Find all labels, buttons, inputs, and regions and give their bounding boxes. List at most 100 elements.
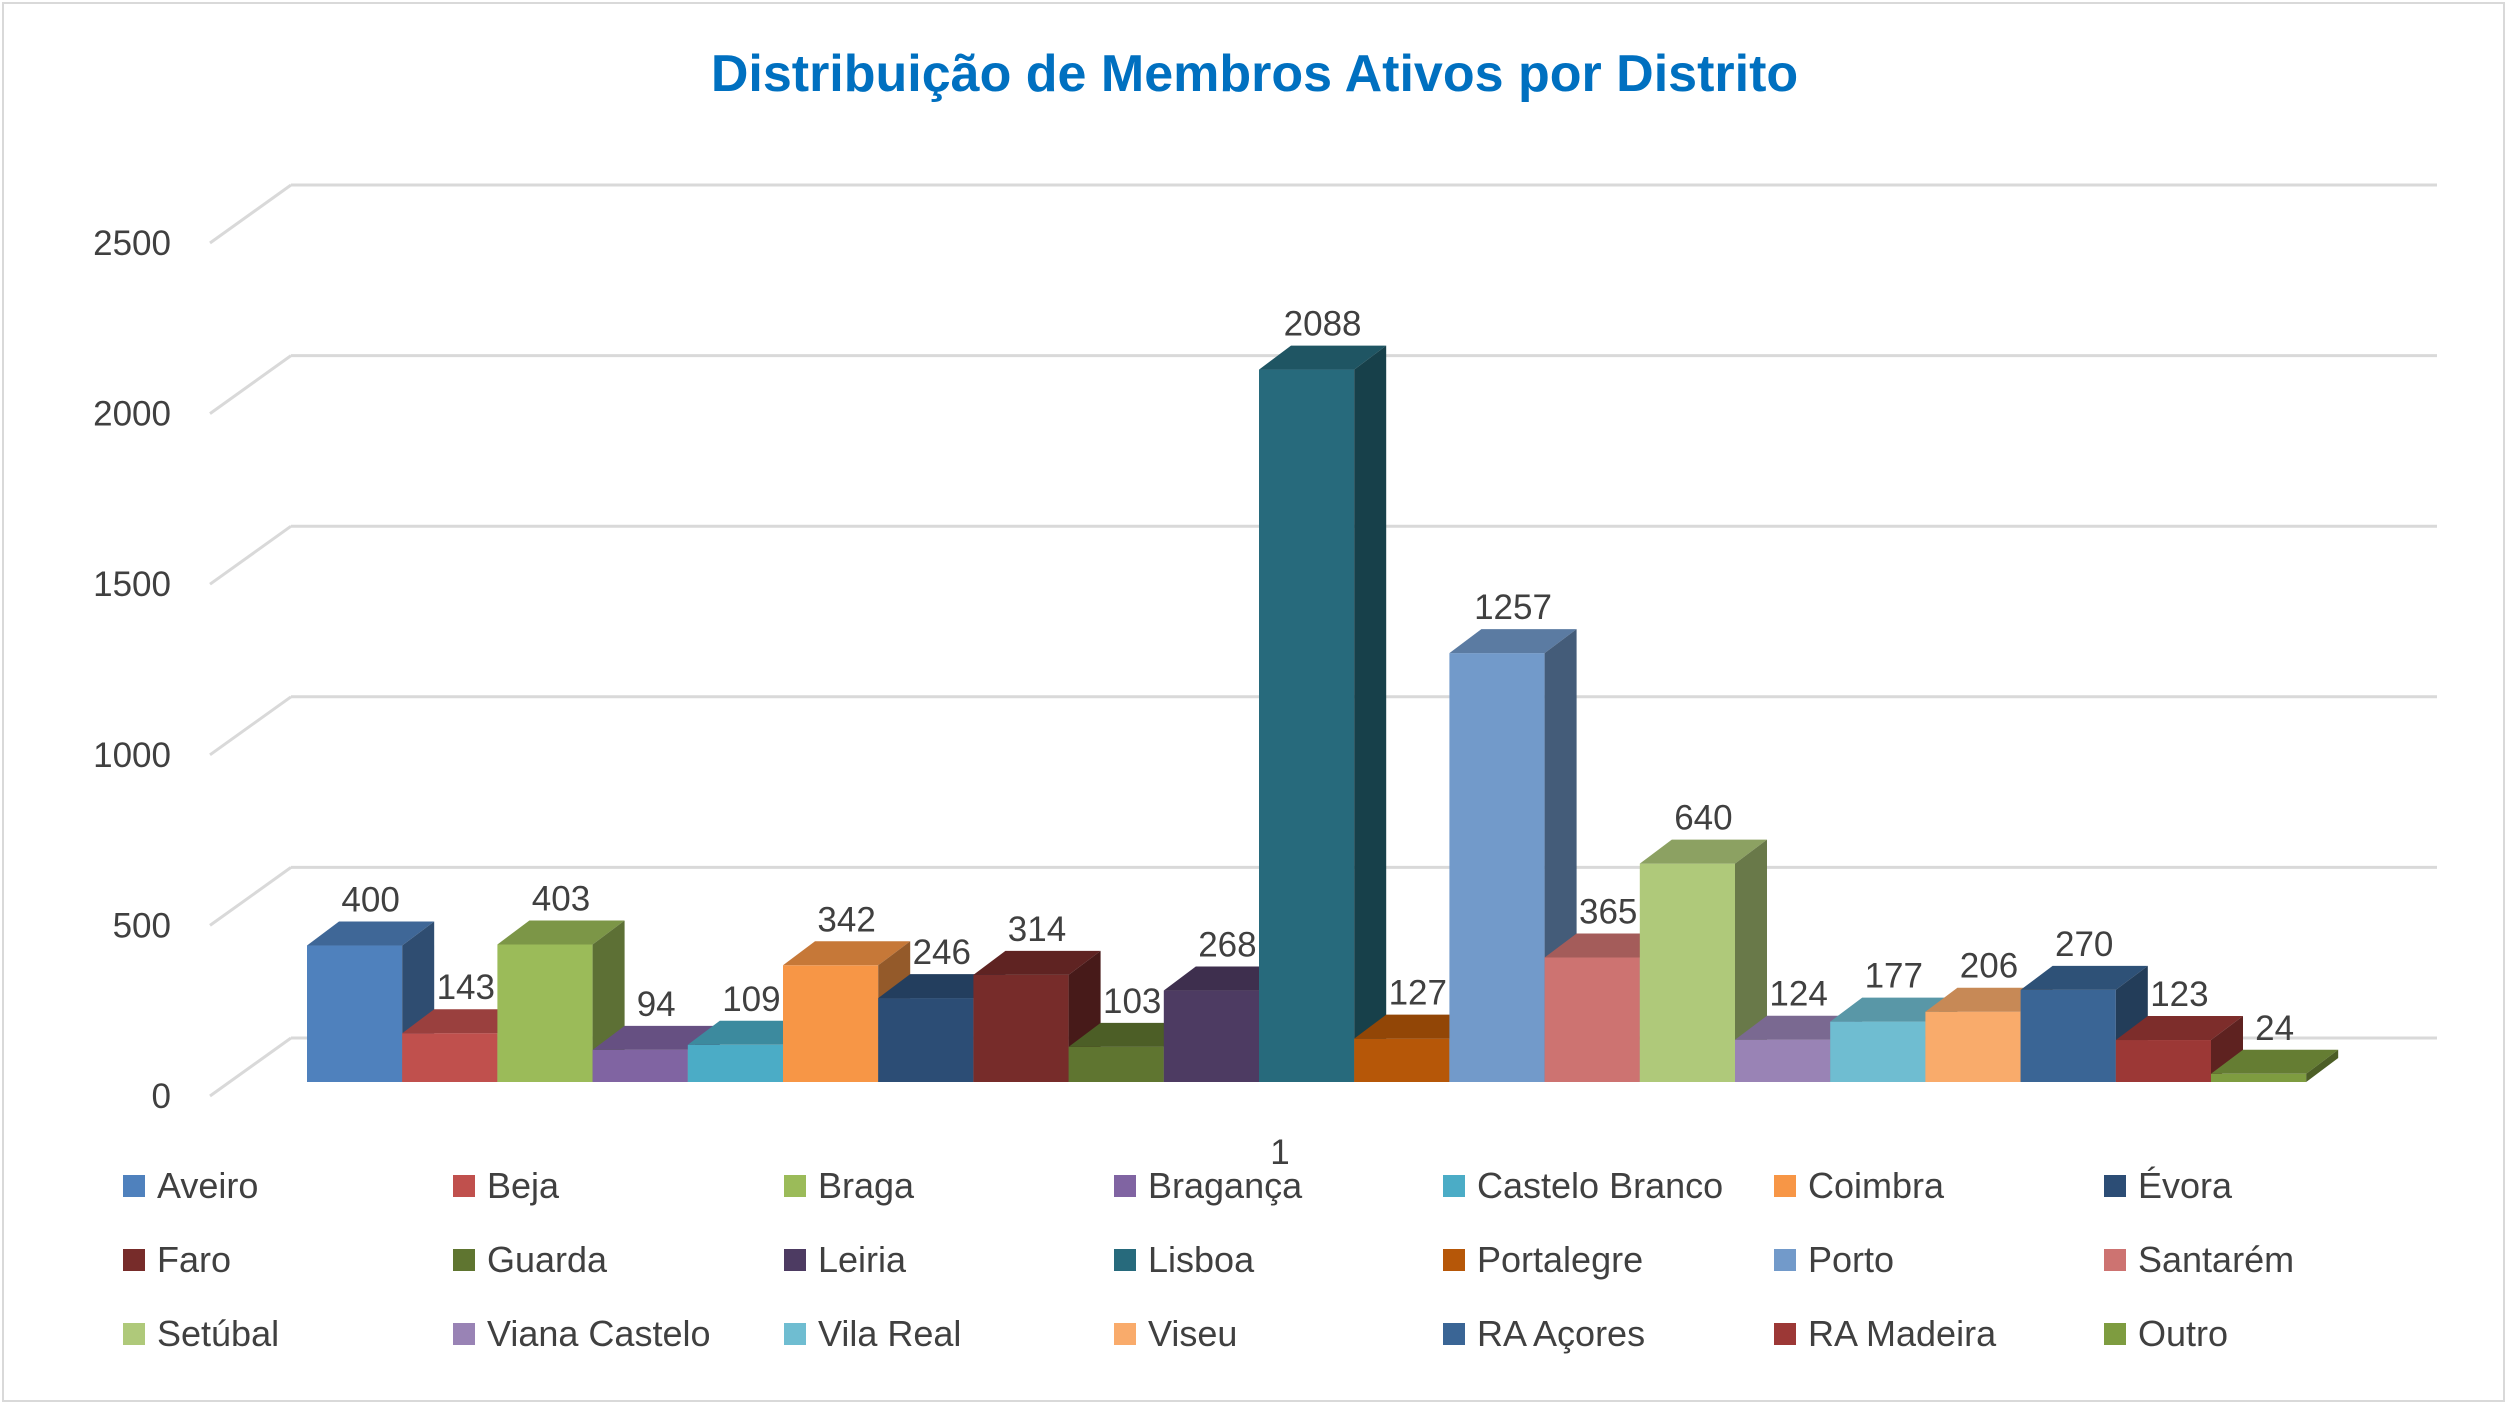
legend-swatch [784, 1175, 806, 1197]
y-tick-label: 1000 [93, 736, 171, 775]
y-tick-label: 0 [152, 1077, 171, 1116]
data-label: 143 [437, 968, 495, 1007]
legend-item: Beja [453, 1165, 559, 1207]
legend-label: Lisboa [1148, 1239, 1255, 1280]
legend-label: Outro [2138, 1313, 2229, 1354]
bar-leiria [1163, 990, 1259, 1082]
legend-label: Viseu [1148, 1313, 1238, 1354]
data-label: 24 [2255, 1009, 2294, 1048]
bar-top [783, 941, 911, 966]
legend-label: Santarém [2138, 1239, 2295, 1280]
gridline-slant [209, 1036, 292, 1098]
data-label: 1257 [1474, 588, 1552, 627]
legend-label: RA Madeira [1808, 1313, 1997, 1354]
bar-porto [1449, 653, 1545, 1082]
bar-lisboa [1259, 369, 1355, 1082]
legend-label: Viana Castelo [487, 1313, 711, 1354]
bar-vila-real [1830, 1021, 1926, 1082]
bar-top [1639, 839, 1767, 864]
y-tick-label: 2500 [93, 224, 171, 263]
legend-item: Braga [784, 1165, 914, 1207]
data-label: 365 [1579, 892, 1637, 931]
data-label: 403 [532, 879, 590, 918]
bar-ra-madeira [2115, 1040, 2211, 1082]
legend-item: Portalegre [1443, 1239, 1643, 1281]
data-label: 123 [2150, 975, 2208, 1014]
legend-item: Lisboa [1114, 1239, 1254, 1281]
legend-label: Évora [2138, 1165, 2233, 1206]
legend-item: Évora [2104, 1165, 2232, 1207]
bar-top [497, 920, 625, 945]
bar-viseu [1925, 1011, 2021, 1082]
legend-label: Beja [487, 1165, 560, 1206]
bar-side [2211, 1016, 2243, 1082]
legend-item: Santarém [2104, 1239, 2294, 1281]
legend-label: Portalegre [1477, 1239, 1644, 1280]
legend-item: RA Madeira [1774, 1313, 1996, 1355]
data-label: 268 [1198, 926, 1256, 965]
legend-item: Setúbal [123, 1313, 279, 1355]
data-label: 640 [1674, 799, 1732, 838]
legend-label: RA Açores [1477, 1313, 1646, 1354]
legend-label: Castelo Branco [1477, 1165, 1724, 1206]
legend-item: Porto [1774, 1239, 1894, 1281]
legend-label: Aveiro [157, 1165, 259, 1206]
bar-top [2115, 1016, 2243, 1041]
legend-swatch [123, 1323, 145, 1345]
bar-portalegre [1354, 1038, 1450, 1082]
legend-swatch [1443, 1175, 1465, 1197]
bar-faro [973, 974, 1069, 1082]
bar-top [1259, 345, 1387, 370]
bar-top [307, 921, 435, 946]
gridline-slant [209, 354, 292, 415]
bar-setúbal [1639, 863, 1735, 1082]
gridline-slant [209, 524, 292, 586]
legend-swatch [1774, 1323, 1796, 1345]
x-tick-label: 1 [1270, 1133, 1289, 1172]
legend-item: Viana Castelo [453, 1313, 711, 1355]
bar-outro [2211, 1073, 2307, 1082]
legend-swatch [1114, 1323, 1136, 1345]
bar-top [2211, 1049, 2339, 1074]
legend-item: Guarda [453, 1239, 607, 1281]
legend-item: RA Açores [1443, 1313, 1645, 1355]
bar-bragança [592, 1049, 688, 1082]
chart-title: Distribuição de Membros Ativos por Distr… [710, 45, 1799, 103]
data-label: 94 [637, 985, 676, 1024]
legend-swatch [2104, 1175, 2126, 1197]
legend-item: Vila Real [784, 1313, 961, 1355]
legend-swatch [784, 1249, 806, 1271]
bar-santarém [1544, 957, 1640, 1082]
legend-swatch [453, 1249, 475, 1271]
bar-top [592, 1025, 720, 1050]
legend-label: Braga [818, 1165, 915, 1206]
bar-viana-castelo [1735, 1039, 1831, 1082]
data-label: 206 [1960, 947, 2018, 986]
bar-braga [497, 944, 593, 1082]
data-label: 400 [341, 881, 399, 920]
legend-swatch [453, 1175, 475, 1197]
legend-swatch [2104, 1323, 2126, 1345]
bar-guarda [1068, 1046, 1164, 1082]
bar-coimbra [783, 965, 879, 1082]
bar-beja [402, 1033, 498, 1082]
legend-item: Leiria [784, 1239, 906, 1281]
legend-label: Vila Real [818, 1313, 962, 1354]
legend-item: Faro [123, 1239, 231, 1281]
data-label: 2088 [1284, 305, 1362, 344]
data-label: 246 [913, 933, 971, 972]
bar-castelo-branco [687, 1044, 783, 1082]
bar-ra-açores [2020, 989, 2116, 1082]
legend-swatch [453, 1323, 475, 1345]
data-label: 314 [1008, 910, 1066, 949]
legend-item: Coimbra [1774, 1165, 1944, 1207]
legend-label: Guarda [487, 1239, 608, 1280]
legend-label: Setúbal [157, 1313, 280, 1354]
legend-swatch [1774, 1175, 1796, 1197]
legend-swatch [1114, 1175, 1136, 1197]
data-label: 270 [2055, 925, 2113, 964]
y-tick-label: 1500 [93, 565, 171, 604]
legend-item: Outro [2104, 1313, 2228, 1355]
gridline-slant [209, 183, 292, 245]
